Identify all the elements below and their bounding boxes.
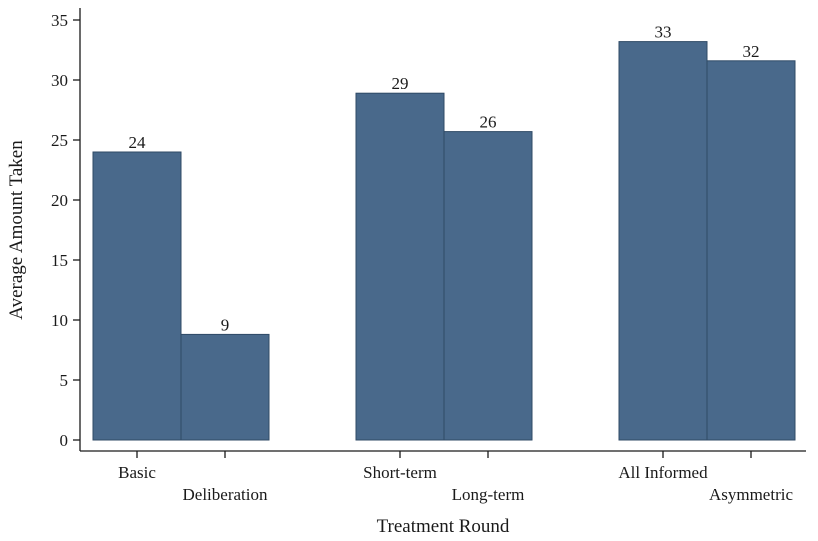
- bar-data-label: 32: [743, 42, 760, 61]
- bar-data-label: 24: [129, 133, 147, 152]
- x-category-label: Asymmetric: [709, 485, 793, 504]
- x-category-label: Deliberation: [183, 485, 268, 504]
- y-tick-label: 5: [60, 371, 69, 390]
- bar: [706, 60, 796, 441]
- x-category-label: Basic: [118, 463, 156, 482]
- bar-data-label: 9: [221, 315, 230, 334]
- data-labels: 24 9 29 26 33 32: [129, 23, 760, 335]
- bar-data-label: 26: [480, 113, 497, 132]
- x-category-label: All Informed: [618, 463, 708, 482]
- x-category-label: Short-term: [363, 463, 437, 482]
- x-axis-title: Treatment Round: [377, 516, 510, 537]
- y-tick-label: 25: [51, 131, 68, 150]
- y-tick-label: 0: [60, 431, 69, 450]
- y-tick-label: 35: [51, 11, 68, 30]
- x-category-label: Long-term: [452, 485, 525, 504]
- bar: [355, 92, 445, 441]
- bar: [443, 131, 533, 441]
- bar: [92, 151, 182, 441]
- y-tick-label: 15: [51, 251, 68, 270]
- bar-data-label: 33: [655, 23, 672, 42]
- y-axis-title: Average Amount Taken: [6, 140, 27, 320]
- x-ticks: Basic Deliberation Short-term Long-term All …: [118, 451, 793, 504]
- bar-data-label: 29: [392, 74, 409, 93]
- y-tick-label: 10: [51, 311, 68, 330]
- bar: [618, 41, 708, 441]
- bar: [180, 333, 270, 441]
- y-tick-label: 20: [51, 191, 68, 210]
- axes-layer: [79, 8, 806, 452]
- y-tick-label: 30: [51, 71, 68, 90]
- y-ticks: 0 5 10 15 20 25 30 35: [51, 11, 80, 450]
- bars-layer: [92, 41, 796, 441]
